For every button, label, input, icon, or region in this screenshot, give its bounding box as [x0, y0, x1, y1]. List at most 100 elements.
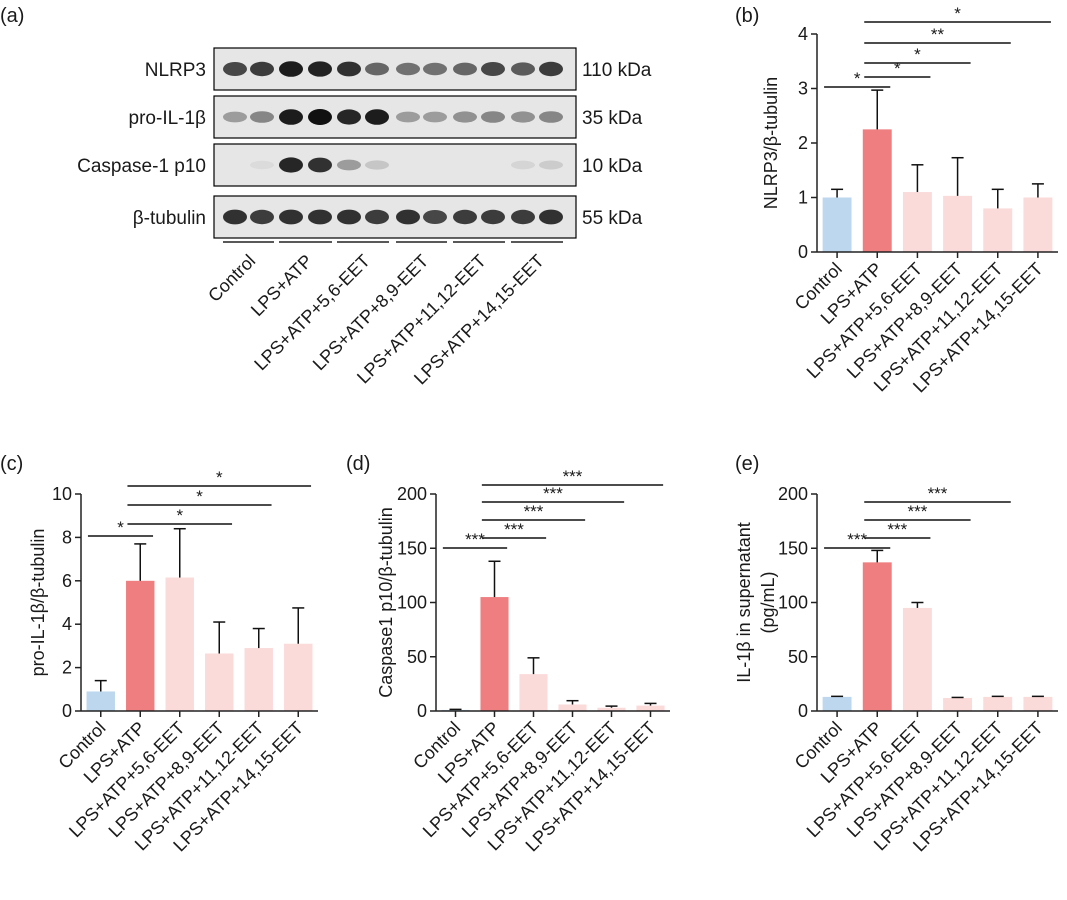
blot-band — [481, 209, 505, 225]
blot-band — [539, 160, 563, 170]
significance-label: * — [894, 59, 901, 78]
bar — [165, 577, 194, 711]
blot-row-4: β-tubulin 55 kDa — [133, 195, 643, 239]
blot-band — [308, 109, 332, 125]
y-axis-label: pro-IL-1β/β-tubulin — [28, 529, 48, 677]
significance-label: *** — [847, 530, 867, 549]
y-tick-label: 3 — [798, 79, 808, 99]
blot-band — [453, 62, 477, 76]
bar — [244, 648, 273, 711]
bar — [902, 607, 932, 711]
panel-a-western-blot: (a) NLRP3 110 kDa pro-IL-1β 35 kDa Caspase-1 … — [0, 5, 652, 388]
bar — [822, 696, 852, 711]
panel-label: (b) — [735, 5, 759, 27]
bar — [480, 597, 509, 711]
bar — [1023, 197, 1053, 252]
blot-band — [308, 209, 332, 225]
y-tick-label: 8 — [62, 527, 72, 547]
significance-label: *** — [563, 467, 583, 486]
blot-band — [453, 209, 477, 225]
panel-e-il1b-supernatant-chart: (e)050100150200ControlLPS+ATPLPS+ATP+5,6… — [734, 453, 1058, 855]
significance-label: *** — [907, 502, 927, 521]
blot-band — [250, 111, 274, 123]
blot-band — [337, 61, 361, 77]
blot-row-1: NLRP3 110 kDa — [145, 47, 652, 91]
bar — [943, 697, 973, 711]
panel-label-a: (a) — [0, 5, 24, 27]
blot-band — [511, 209, 535, 225]
blot-band — [308, 61, 332, 77]
blot-frame — [213, 143, 577, 187]
panel-b-nlrp3-chart: (b)01234ControlLPS+ATPLPS+ATP+5,6-EETLPS… — [735, 4, 1058, 396]
panel-label: (d) — [346, 453, 370, 475]
panel-d-caspase1-chart: (d)050100150200ControlLPS+ATPLPS+ATP+5,6… — [346, 453, 670, 855]
blot-band — [223, 111, 247, 123]
blot-row-kda: 55 kDa — [582, 208, 643, 229]
blot-band — [279, 209, 303, 225]
blot-band — [250, 61, 274, 77]
bar — [284, 643, 313, 711]
bar — [902, 192, 932, 252]
blot-band — [279, 157, 303, 173]
blot-band — [223, 62, 247, 76]
blot-row-3: Caspase-1 p10 10 kDa — [77, 143, 643, 187]
y-axis-label-unit: (pg/mL) — [758, 571, 778, 633]
blot-band — [423, 210, 447, 224]
bar — [943, 195, 973, 252]
bar — [822, 197, 852, 252]
blot-row-label: Caspase-1 p10 — [77, 156, 206, 177]
blot-band — [539, 209, 563, 225]
blot-band — [365, 209, 389, 225]
blot-band — [481, 111, 505, 123]
blot-row-kda: 110 kDa — [582, 60, 652, 81]
significance-label: *** — [928, 484, 948, 503]
blot-band — [250, 160, 274, 170]
blot-row-2: pro-IL-1β 35 kDa — [129, 95, 643, 139]
panel-label: (e) — [735, 453, 759, 475]
blot-band — [423, 62, 447, 76]
blot-band — [396, 111, 420, 123]
y-tick-label: 200 — [397, 484, 427, 504]
bar — [862, 562, 892, 711]
y-tick-label: 50 — [788, 647, 808, 667]
significance-label: *** — [543, 484, 563, 503]
blot-band — [308, 157, 332, 173]
y-tick-label: 0 — [798, 242, 808, 262]
panel-label: (c) — [0, 453, 23, 475]
bar — [1023, 696, 1053, 711]
blot-row-label: β-tubulin — [133, 208, 206, 229]
blot-band — [365, 62, 389, 76]
bar — [86, 691, 115, 711]
panel-c-pro-il1b-chart: (c)0246810ControlLPS+ATPLPS+ATP+5,6-EETL… — [0, 453, 318, 855]
y-tick-label: 0 — [417, 701, 427, 721]
bar — [205, 653, 234, 711]
y-tick-label: 2 — [798, 133, 808, 153]
bar — [558, 704, 587, 711]
blot-row-label: NLRP3 — [145, 60, 206, 81]
blot-band — [223, 209, 247, 225]
y-tick-label: 1 — [798, 188, 808, 208]
bar — [597, 707, 626, 711]
blot-band — [396, 62, 420, 76]
blot-band — [279, 61, 303, 77]
bar — [519, 674, 548, 711]
blot-row-label: pro-IL-1β — [129, 108, 207, 129]
blot-frame — [213, 95, 577, 139]
blot-band — [250, 209, 274, 225]
blot-band — [423, 111, 447, 123]
significance-label: * — [176, 506, 183, 525]
y-tick-label: 10 — [52, 484, 72, 504]
significance-label: ** — [931, 25, 945, 44]
significance-label: * — [196, 487, 203, 506]
y-tick-label: 0 — [62, 701, 72, 721]
significance-label: * — [954, 4, 961, 23]
y-tick-label: 0 — [798, 701, 808, 721]
blot-band — [453, 111, 477, 123]
blot-band — [337, 159, 361, 171]
y-tick-label: 100 — [397, 593, 427, 613]
blot-row-kda: 35 kDa — [582, 108, 643, 129]
y-tick-label: 50 — [407, 647, 427, 667]
bar — [126, 580, 155, 711]
significance-label: *** — [504, 520, 524, 539]
